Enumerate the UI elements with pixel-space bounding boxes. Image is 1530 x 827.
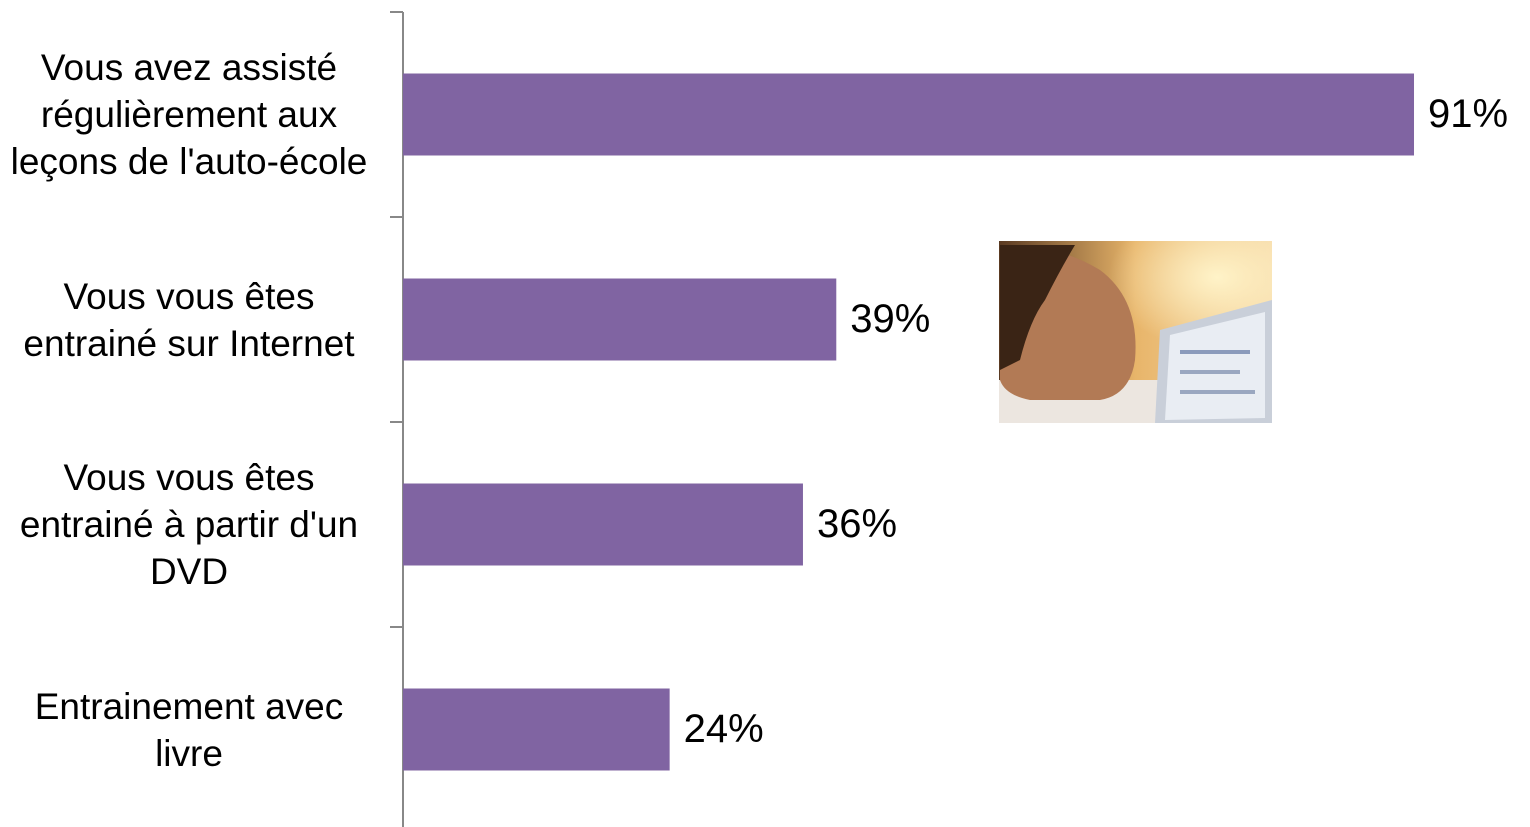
- value-label: 39%: [850, 297, 930, 341]
- category-label: Vous vous êtes entrainé à partir d'un DV…: [19, 457, 359, 592]
- category-label: Entrainement avec livre: [34, 685, 344, 774]
- value-label: 24%: [684, 707, 764, 751]
- category-label: Vous avez assisté régulièrement aux leço…: [10, 47, 368, 182]
- value-label: 91%: [1428, 92, 1508, 136]
- bar: [403, 73, 1415, 156]
- bar: [403, 278, 837, 361]
- bar: [403, 688, 670, 771]
- category-label: Vous vous êtes entrainé sur Internet: [23, 275, 355, 364]
- value-label: 36%: [817, 502, 897, 546]
- photo: [999, 241, 1272, 423]
- bar: [403, 483, 803, 566]
